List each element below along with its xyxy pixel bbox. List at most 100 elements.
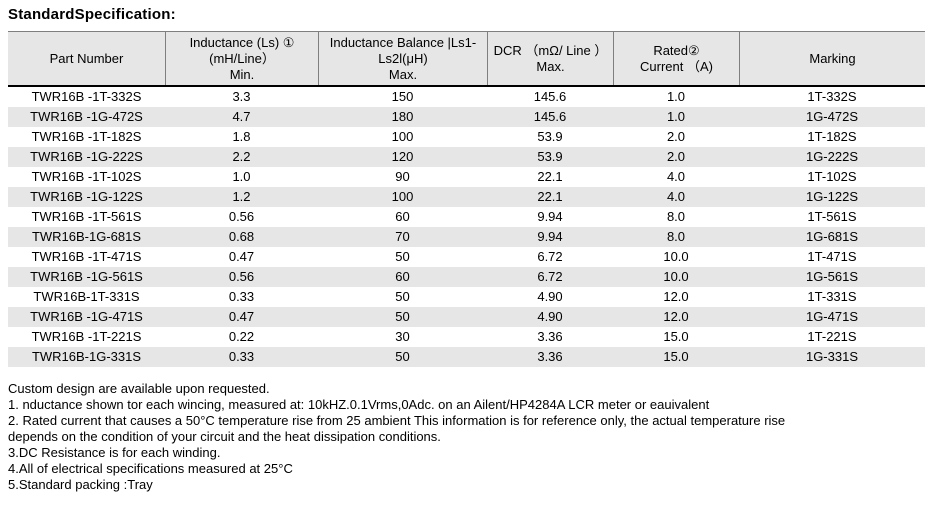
table-row: TWR16B -1T-332S 3.3 150 145.6 1.0 1T-332S: [8, 87, 925, 107]
table-cell-dcr: 145.6: [533, 89, 567, 104]
table-cell-inductance-balance: 180: [391, 109, 414, 124]
table-cell-part-number: TWR16B -1G-471S: [30, 309, 143, 324]
spec-table: Part Number Inductance (Ls) ① (mH/Line） Min…: [8, 31, 925, 367]
table-cell-inductance-balance: 100: [391, 189, 414, 204]
table-row: TWR16B-1G-331S 0.33 50 3.36 15.0 1G-331S: [8, 347, 925, 367]
column-header-inductance-balance: Inductance Balance |Ls1- Ls2l(μH) Max.: [318, 32, 487, 85]
note-line: 5.Standard packing :Tray: [8, 477, 153, 492]
table-cell-marking: 1G-472S: [805, 109, 859, 124]
note-line: 1. nductance shown tor each wincing, mea…: [8, 397, 710, 412]
table-cell-part-number: TWR16B -1T-102S: [31, 169, 142, 184]
table-cell-marking: 1T-561S: [807, 209, 857, 224]
note-line: 3.DC Resistance is for each winding.: [8, 445, 221, 460]
table-cell-rated-current: 2.0: [666, 149, 686, 164]
table-cell-inductance: 4.7: [232, 109, 251, 124]
table-cell-part-number: TWR16B -1T-221S: [31, 329, 142, 344]
column-header-line: Part Number: [49, 50, 124, 66]
notes-section: Custom design are available upon request…: [8, 381, 925, 493]
table-cell-rated-current: 2.0: [666, 129, 686, 144]
table-cell-rated-current: 4.0: [666, 189, 686, 204]
table-row: TWR16B -1G-122S 1.2 100 22.1 4.0 1G-122S: [8, 187, 925, 207]
table-cell-inductance: 3.3: [232, 89, 251, 104]
table-cell-part-number: TWR16B -1G-561S: [30, 269, 143, 284]
table-cell-inductance: 0.47: [228, 309, 255, 324]
table-cell-rated-current: 15.0: [663, 349, 689, 364]
column-header-line: Max.: [536, 58, 565, 74]
table-cell-inductance-balance: 120: [391, 149, 414, 164]
column-header-line: DCR （mΩ/ Line ）: [493, 42, 608, 58]
table-cell-marking: 1T-331S: [807, 289, 857, 304]
table-row: TWR16B -1G-561S 0.56 60 6.72 10.0 1G-561S: [8, 267, 925, 287]
table-cell-marking: 1G-122S: [805, 189, 859, 204]
column-header-line: Marking: [809, 50, 856, 66]
table-cell-marking: 1T-471S: [807, 249, 857, 264]
table-cell-inductance-balance: 90: [395, 169, 410, 184]
table-cell-rated-current: 8.0: [666, 229, 686, 244]
table-cell-rated-current: 1.0: [666, 89, 686, 104]
table-cell-marking: 1T-182S: [807, 129, 857, 144]
table-cell-rated-current: 4.0: [666, 169, 686, 184]
table-cell-dcr: 3.36: [537, 349, 563, 364]
table-cell-dcr: 4.90: [537, 309, 563, 324]
table-cell-inductance-balance: 150: [391, 89, 414, 104]
table-cell-inductance: 0.33: [228, 289, 255, 304]
table-cell-inductance-balance: 50: [395, 289, 410, 304]
page-title: StandardSpecification:: [8, 6, 176, 23]
note-line: 4.All of electrical specifications measu…: [8, 461, 293, 476]
table-row: TWR16B -1T-561S 0.56 60 9.94 8.0 1T-561S: [8, 207, 925, 227]
table-cell-part-number: TWR16B -1G-472S: [30, 109, 143, 124]
table-cell-inductance: 0.68: [228, 229, 255, 244]
table-row: TWR16B -1G-472S 4.7 180 145.6 1.0 1G-472S: [8, 107, 925, 127]
table-cell-inductance: 1.2: [232, 189, 251, 204]
column-header-line: Rated②: [653, 42, 700, 58]
table-cell-rated-current: 1.0: [666, 109, 686, 124]
column-header-part-number: Part Number: [8, 32, 165, 85]
table-cell-rated-current: 15.0: [663, 329, 689, 344]
table-cell-dcr: 53.9: [537, 149, 563, 164]
column-header-rated-current: Rated② Current （A): [613, 32, 739, 85]
table-cell-inductance-balance: 60: [395, 209, 410, 224]
table-row: TWR16B -1T-102S 1.0 90 22.1 4.0 1T-102S: [8, 167, 925, 187]
column-header-line: Max.: [388, 66, 418, 82]
table-cell-marking: 1G-681S: [805, 229, 859, 244]
table-row: TWR16B -1T-221S 0.22 30 3.36 15.0 1T-221S: [8, 327, 925, 347]
table-cell-rated-current: 8.0: [666, 209, 686, 224]
note-line: depends on the condition of your circuit…: [8, 429, 441, 444]
note-line: 2. Rated current that causes a 50°C temp…: [8, 413, 786, 428]
table-cell-part-number: TWR16B -1T-332S: [31, 89, 142, 104]
column-header-line: Inductance Balance |Ls1-: [329, 34, 477, 50]
table-cell-inductance-balance: 100: [391, 129, 414, 144]
table-cell-inductance: 2.2: [232, 149, 251, 164]
table-cell-inductance-balance: 50: [395, 349, 410, 364]
table-cell-rated-current: 10.0: [663, 269, 689, 284]
column-header-line: Current （A): [640, 58, 713, 74]
table-cell-inductance: 0.33: [228, 349, 255, 364]
table-body: TWR16B -1T-332S 3.3 150 145.6 1.0 1T-332S TWR1…: [8, 87, 925, 367]
table-row: TWR16B -1G-222S 2.2 120 53.9 2.0 1G-222S: [8, 147, 925, 167]
table-cell-inductance: 0.56: [228, 269, 255, 284]
table-cell-dcr: 145.6: [533, 109, 567, 124]
table-cell-part-number: TWR16B-1T-331S: [33, 289, 140, 304]
column-header-line: (mH/Line）: [209, 50, 275, 66]
table-cell-dcr: 9.94: [537, 209, 563, 224]
table-cell-dcr: 4.90: [537, 289, 563, 304]
table-cell-dcr: 6.72: [537, 249, 563, 264]
table-cell-marking: 1G-222S: [805, 149, 859, 164]
table-cell-inductance-balance: 30: [395, 329, 410, 344]
table-cell-dcr: 53.9: [537, 129, 563, 144]
table-cell-marking: 1G-331S: [805, 349, 859, 364]
table-cell-marking: 1G-471S: [805, 309, 859, 324]
column-header-marking: Marking: [739, 32, 925, 85]
table-cell-inductance: 0.56: [228, 209, 255, 224]
table-cell-part-number: TWR16B -1T-182S: [31, 129, 142, 144]
table-cell-part-number: TWR16B-1G-331S: [31, 349, 142, 364]
column-header-line: Min.: [229, 66, 255, 82]
table-cell-part-number: TWR16B -1T-471S: [31, 249, 142, 264]
table-cell-marking: 1G-561S: [805, 269, 859, 284]
table-cell-inductance-balance: 50: [395, 249, 410, 264]
table-cell-rated-current: 12.0: [663, 309, 689, 324]
table-row: TWR16B -1T-471S 0.47 50 6.72 10.0 1T-471S: [8, 247, 925, 267]
table-cell-dcr: 6.72: [537, 269, 563, 284]
table-cell-dcr: 3.36: [537, 329, 563, 344]
